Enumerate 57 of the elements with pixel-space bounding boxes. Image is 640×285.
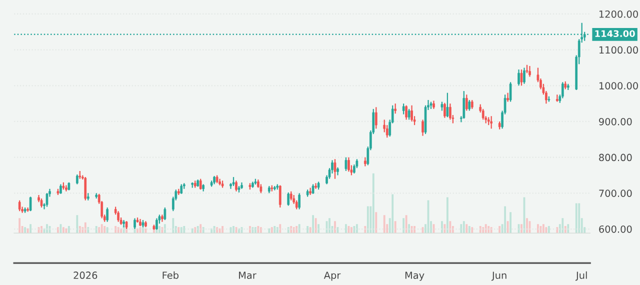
candlestick	[26, 206, 29, 212]
x-tick-label: Apr	[324, 272, 341, 281]
candlestick	[18, 200, 21, 212]
candlestick	[465, 94, 468, 112]
y-tick-label: 1200.00	[599, 10, 638, 18]
candlestick	[180, 184, 183, 194]
candlestick	[117, 210, 120, 222]
candlestick	[164, 206, 166, 221]
candlestick	[312, 184, 314, 194]
candlestick	[84, 176, 87, 201]
candlestick	[76, 174, 78, 185]
y-tick-label: 900.00	[599, 118, 632, 126]
candlestick	[561, 82, 564, 99]
candlestick	[490, 116, 493, 130]
candlestick	[405, 104, 408, 120]
x-tick-label: Jun	[491, 272, 506, 281]
x-tick-label: 2026	[74, 272, 98, 279]
candlestick	[344, 156, 348, 172]
candlestick	[46, 192, 48, 208]
candlestick	[468, 99, 471, 112]
x-tick-label: Mar	[239, 272, 256, 279]
candlestick	[444, 102, 446, 118]
x-tick-label: Jul	[575, 271, 587, 281]
ref-line-label: 1143.00	[595, 30, 635, 38]
candlestick	[402, 103, 405, 115]
candlestick	[348, 156, 350, 172]
candlestick	[287, 192, 290, 206]
x-tick-label: May	[405, 272, 424, 281]
y-tick-label: 600.00	[599, 225, 632, 233]
candlestick	[374, 106, 378, 130]
candlestick	[394, 103, 397, 114]
candlestick	[106, 206, 109, 222]
candlestick	[29, 196, 32, 212]
candlestick	[482, 108, 484, 120]
candlestick	[298, 192, 301, 210]
candlestick	[518, 68, 520, 86]
y-tick-label: 800.00	[599, 154, 632, 162]
candlestick	[408, 108, 410, 120]
candlestick	[410, 104, 413, 122]
candlestick	[520, 68, 523, 86]
candlestick	[523, 67, 526, 84]
candlestick	[235, 180, 238, 192]
candlestick	[334, 158, 336, 180]
candlestick	[506, 92, 509, 102]
y-tick-label: 1100.00	[599, 46, 638, 54]
y-tick-label: 700.00	[599, 190, 632, 197]
candlestick	[449, 103, 452, 120]
candlestick	[278, 184, 282, 208]
candlestick	[422, 119, 424, 136]
candlestick	[528, 65, 531, 78]
y-tick-label: 1000.00	[599, 82, 638, 90]
candlestick	[199, 178, 202, 190]
x-tick-label: Feb	[162, 271, 178, 279]
candlestick	[446, 92, 449, 118]
candlestick	[60, 184, 62, 194]
candlestick	[462, 90, 466, 120]
candlestick	[509, 82, 512, 102]
